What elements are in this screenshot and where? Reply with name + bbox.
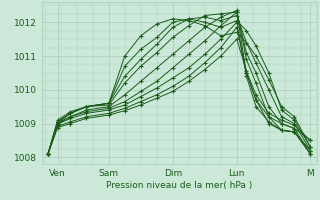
X-axis label: Pression niveau de la mer( hPa ): Pression niveau de la mer( hPa ): [106, 181, 252, 190]
